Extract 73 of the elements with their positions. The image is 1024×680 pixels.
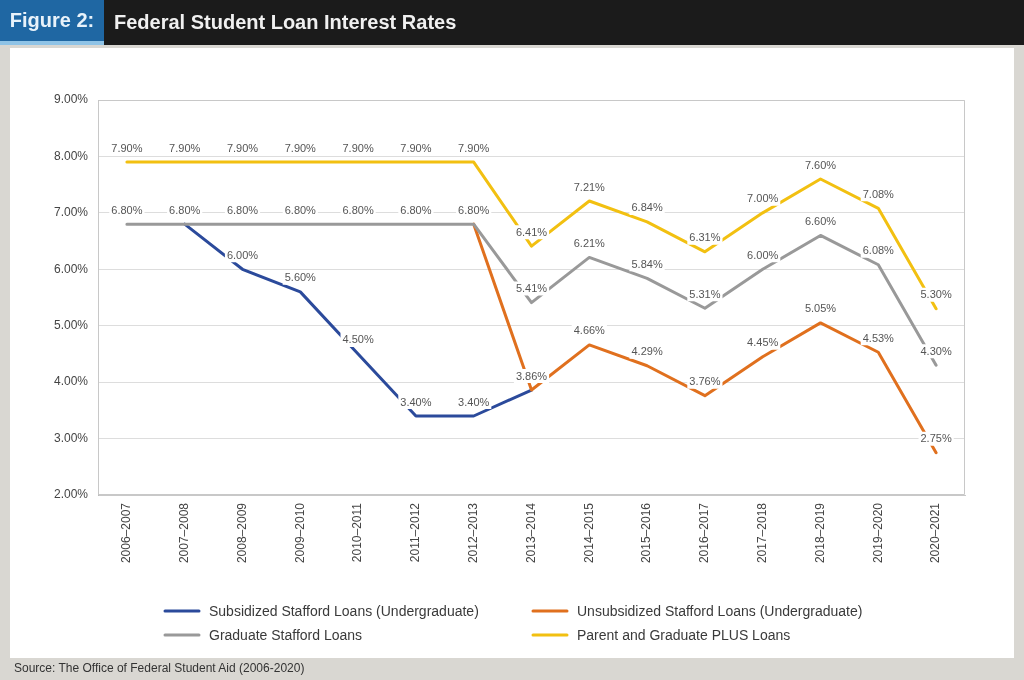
- caption: Figure 2:: [0, 0, 104, 45]
- legend-label: Subsidized Stafford Loans (Undergraduate): [209, 602, 479, 619]
- data-label: 6.80%: [342, 203, 374, 216]
- legend-label: Graduate Stafford Loans: [209, 626, 363, 643]
- data-label: 6.00%: [747, 248, 779, 261]
- data-label: 4.29%: [631, 345, 663, 358]
- data-label: 6.41%: [515, 225, 548, 238]
- chart-title: Federal Student Loan Interest Rates: [114, 10, 457, 35]
- data-label: 7.21%: [573, 180, 606, 193]
- x-tick-label: 2012–2013: [466, 502, 481, 564]
- legend-label: Parent and Graduate PLUS Loans: [577, 626, 791, 643]
- x-tick-label: 2009–2010: [292, 502, 307, 564]
- data-label: 6.80%: [284, 203, 317, 216]
- data-label: 6.80%: [111, 203, 143, 216]
- x-tick-label: 2016–2017: [697, 502, 712, 564]
- data-label: 7.90%: [226, 141, 259, 154]
- x-tick-label: 2013–2014: [523, 502, 538, 564]
- data-label: 6.00%: [226, 248, 259, 261]
- data-label: 3.40%: [400, 395, 432, 408]
- data-label: 5.60%: [284, 271, 317, 284]
- y-tick-label: 8.00%: [53, 148, 89, 163]
- x-tick-label: 2019–2020: [870, 502, 885, 564]
- data-label: 7.08%: [862, 187, 895, 200]
- y-tick-label: 6.00%: [53, 261, 89, 276]
- data-label: 6.21%: [573, 236, 606, 249]
- x-tick-label: 2017–2018: [755, 502, 770, 564]
- data-label: 7.90%: [111, 141, 143, 154]
- data-label: 3.40%: [458, 395, 490, 408]
- data-label: 3.76%: [689, 375, 721, 388]
- data-label: 7.60%: [804, 158, 837, 171]
- x-tick-label: 2010–2011: [350, 502, 365, 563]
- x-tick-label: 2020–2021: [928, 502, 943, 564]
- data-label: 4.30%: [920, 344, 952, 357]
- y-tick-label: 9.00%: [53, 92, 89, 107]
- data-label: 7.90%: [169, 141, 201, 154]
- data-label: 6.08%: [862, 244, 895, 257]
- legend-label: Unsubsidized Stafford Loans (Undergraduate): [577, 602, 863, 619]
- data-label: 7.90%: [284, 141, 317, 154]
- y-tick-label: 7.00%: [53, 205, 89, 220]
- x-tick-label: 2018–2019: [812, 502, 827, 564]
- data-label: 5.41%: [515, 282, 548, 295]
- data-label: 7.00%: [747, 192, 779, 205]
- data-label: 7.90%: [458, 141, 490, 154]
- data-label: 6.31%: [689, 231, 721, 244]
- x-tick-label: 2011–2012: [408, 502, 423, 563]
- x-tick-label: 2015–2016: [639, 502, 654, 564]
- data-label: 3.86%: [515, 369, 548, 382]
- x-tick-label: 2008–2009: [234, 502, 249, 564]
- data-label: 6.80%: [458, 203, 490, 216]
- source-note: Source: The Office of Federal Student Aid (2006-2020): [14, 661, 305, 675]
- data-label: 4.45%: [747, 336, 779, 349]
- data-label: 4.53%: [862, 331, 895, 344]
- data-label: 7.90%: [342, 141, 374, 154]
- data-label: 5.30%: [920, 288, 952, 301]
- y-tick-label: 4.00%: [53, 374, 89, 389]
- data-label: 6.80%: [169, 203, 201, 216]
- x-tick-label: 2014–2015: [581, 502, 596, 564]
- y-tick-label: 5.00%: [53, 318, 89, 333]
- y-tick-label: 3.00%: [53, 430, 89, 445]
- data-label: 5.84%: [631, 257, 663, 270]
- data-label: 2.75%: [920, 432, 952, 445]
- data-label: 6.84%: [631, 201, 663, 214]
- data-label: 6.80%: [226, 203, 259, 216]
- data-label: 5.31%: [689, 287, 721, 300]
- data-label: 7.90%: [400, 141, 432, 154]
- data-label: 5.05%: [804, 302, 837, 315]
- x-tick-label: 2007–2008: [177, 502, 192, 564]
- data-label: 6.80%: [400, 203, 432, 216]
- x-tick-label: 2006–2007: [119, 502, 134, 564]
- data-label: 4.66%: [573, 324, 606, 337]
- y-tick-label: 2.00%: [53, 487, 89, 502]
- data-label: 4.50%: [342, 333, 374, 346]
- data-label: 6.60%: [804, 214, 837, 227]
